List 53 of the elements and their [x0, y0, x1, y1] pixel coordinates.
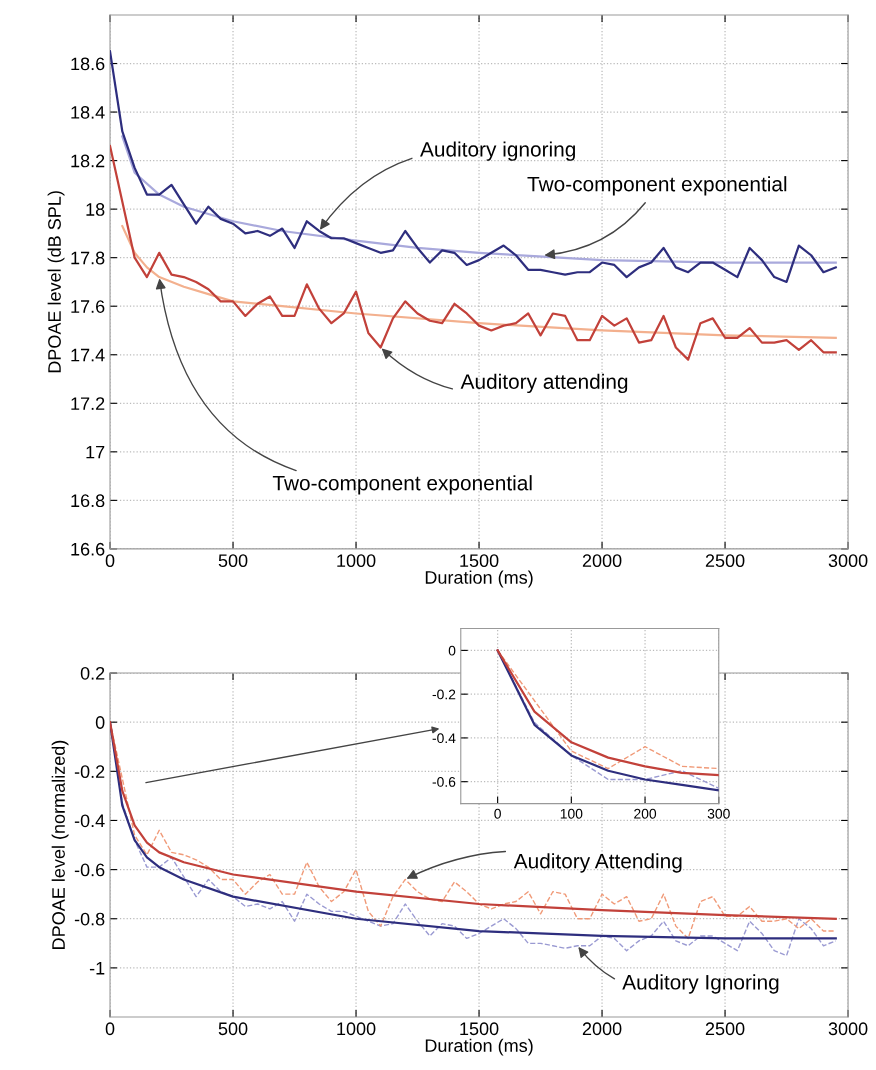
x-tick-label: 500	[218, 1022, 248, 1036]
x-tick-label: 3000	[828, 554, 868, 568]
annotation: Two-component exponential	[527, 176, 787, 196]
x-tick-label: 3000	[828, 1022, 868, 1036]
x-tick-label: 500	[218, 554, 248, 568]
x-tick-label: 1000	[337, 554, 376, 568]
x-tick-label: 2500	[705, 554, 745, 568]
y-axis-title: DPOAE level (normalized)	[51, 740, 69, 949]
annotation: Two-component exponential	[272, 475, 532, 495]
y-tick-label: 16.6	[71, 542, 105, 556]
y-tick-label: 18.6	[71, 57, 105, 71]
y-tick-label: 0	[95, 716, 105, 729]
x-tick-label: 1500	[460, 1022, 499, 1036]
x-tick-label: 0	[105, 1022, 115, 1036]
x-tick-label: 2000	[582, 554, 622, 568]
x-tick-label: 1000	[337, 1022, 376, 1036]
x-axis-title: Duration (ms)	[425, 1038, 533, 1056]
x-tick-label: 2500	[705, 1022, 745, 1036]
x-tick-label: 0	[494, 808, 501, 819]
y-tick-label: -0.6	[432, 777, 456, 787]
y-tick-label: -0.8	[74, 912, 105, 926]
y-tick-label: -0.4	[432, 733, 456, 744]
x-axis-title: Duration (ms)	[425, 570, 533, 588]
y-tick-label: -1	[89, 962, 105, 975]
line-series	[121, 135, 837, 264]
y-tick-label: -0.6	[74, 863, 105, 877]
y-tick-label: 16.8	[71, 494, 105, 508]
y-tick-label: 18	[86, 203, 105, 216]
y-axis-title: DPOAE level (dB SPL)	[47, 191, 65, 373]
y-tick-label: 18.2	[71, 154, 105, 168]
y-tick-label: 17	[86, 445, 105, 459]
y-tick-label: -0.2	[432, 689, 456, 700]
annotation: Auditory Ignoring	[622, 974, 779, 994]
y-tick-label: 0.2	[80, 666, 105, 680]
y-tick-label: 17.4	[71, 348, 105, 362]
line-series	[110, 50, 837, 284]
x-tick-label: 300	[707, 808, 730, 819]
line-series	[121, 225, 837, 339]
x-tick-label: 100	[560, 808, 583, 819]
annotation: Auditory Attending	[513, 853, 682, 873]
y-tick-label: -0.4	[74, 814, 105, 828]
y-tick-label: -0.2	[74, 765, 105, 779]
y-tick-label: 17.6	[71, 300, 105, 313]
annotation: Auditory ignoring	[420, 141, 575, 161]
x-tick-label: 2000	[582, 1022, 622, 1036]
y-tick-label: 0	[448, 645, 456, 656]
y-tick-label: 18.4	[71, 105, 105, 119]
y-tick-label: 17.2	[71, 397, 105, 410]
x-tick-label: 200	[634, 808, 657, 819]
y-tick-label: 17.8	[71, 251, 105, 265]
x-tick-label: 0	[105, 554, 115, 568]
annotation: Auditory attending	[460, 373, 628, 394]
x-tick-label: 1500	[460, 554, 499, 568]
